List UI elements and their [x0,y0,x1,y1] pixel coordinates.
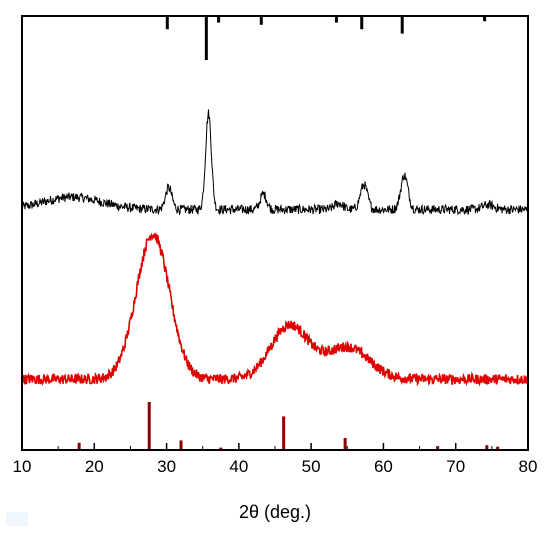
x-tick-label-4: 50 [302,457,321,476]
x-tick-label-7: 80 [519,457,538,476]
x-axis-ticks [21,443,529,450]
x-tick-label-3: 40 [229,457,248,476]
x-axis-tick-labels: 10 20 30 40 50 60 70 80 [13,457,538,476]
x-tick-label-6: 70 [446,457,465,476]
pattern-line-2 [21,232,529,387]
corner-artifact [6,512,28,526]
x-axis-title: 2θ (deg.) [239,502,311,522]
x-tick-label-5: 60 [374,457,393,476]
traces-group [21,16,529,450]
pattern-line-1 [21,109,529,216]
x-tick-label-2: 30 [157,457,176,476]
x-tick-label-1: 20 [85,457,104,476]
x-tick-label-0: 10 [13,457,32,476]
plot-frame [21,15,529,451]
